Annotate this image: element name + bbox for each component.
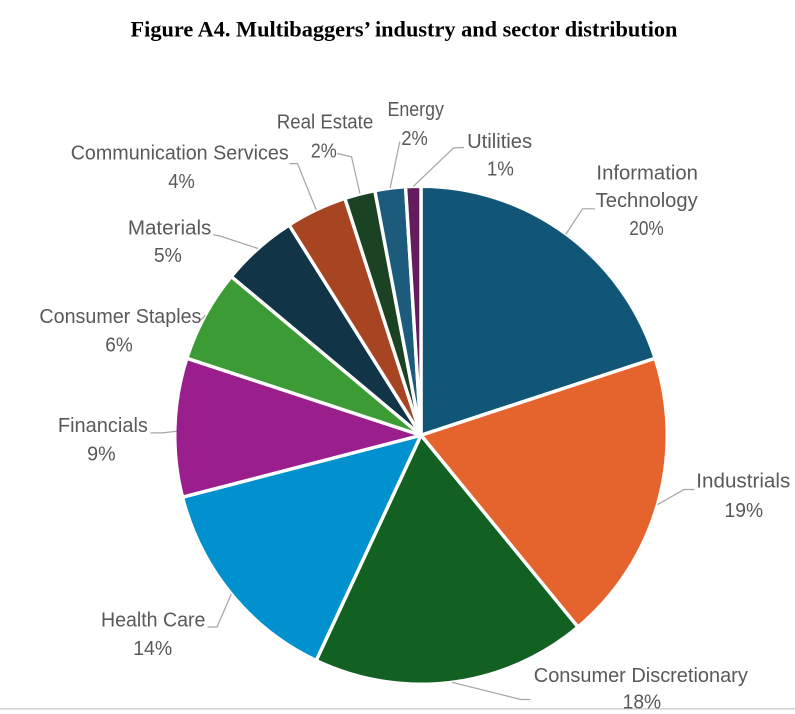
svg-text:Energy: Energy [387,99,444,121]
svg-text:Communication Services: Communication Services [71,143,289,165]
svg-text:Health Care: Health Care [101,609,206,631]
svg-text:19%: 19% [725,500,764,522]
svg-text:6%: 6% [105,334,133,356]
svg-text:4%: 4% [168,171,195,193]
svg-text:Materials: Materials [128,218,212,240]
svg-text:Industrials: Industrials [696,470,790,492]
svg-text:1%: 1% [487,159,514,181]
svg-text:9%: 9% [87,444,116,466]
svg-text:Real Estate: Real Estate [277,112,374,134]
svg-text:Financials: Financials [58,415,148,437]
svg-text:Utilities: Utilities [467,131,532,153]
svg-text:Consumer Staples: Consumer Staples [39,306,201,328]
svg-text:Consumer Discretionary: Consumer Discretionary [534,665,748,687]
svg-text:2%: 2% [311,141,337,163]
svg-text:2%: 2% [401,128,428,150]
svg-text:20%: 20% [629,218,664,240]
svg-text:14%: 14% [133,638,172,660]
svg-text:Information: Information [596,163,698,185]
svg-text:5%: 5% [154,245,182,267]
svg-text:Figure A4. Multibaggers’ indus: Figure A4. Multibaggers’ industry and se… [131,17,679,42]
svg-text:18%: 18% [623,691,662,713]
svg-text:Technology: Technology [596,190,698,212]
